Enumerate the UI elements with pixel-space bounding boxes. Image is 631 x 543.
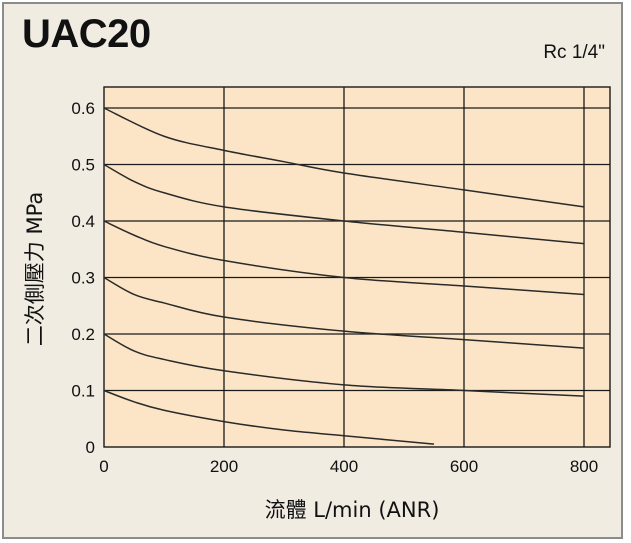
plot-background	[104, 87, 610, 447]
y-tick-label: 0.2	[71, 325, 95, 344]
plot-border	[103, 86, 611, 448]
y-tick-label: 0.4	[71, 212, 95, 231]
x-tick-label: 600	[450, 457, 478, 476]
y-tick-label: 0.1	[71, 382, 95, 401]
x-tick-label: 0	[99, 457, 108, 476]
y-tick-label: 0.5	[71, 156, 95, 175]
series-curve	[103, 107, 585, 208]
x-tick-label: 400	[330, 457, 358, 476]
y-tick-label: 0.6	[71, 99, 95, 118]
series-curve	[103, 333, 585, 397]
chart-title: UAC20	[22, 12, 151, 56]
series-curve	[103, 276, 585, 349]
x-axis-label: 流體 L/min (ANR)	[264, 498, 440, 522]
x-tick-label: 200	[210, 457, 238, 476]
x-tick-label: 800	[570, 457, 598, 476]
y-tick-label: 0	[86, 438, 95, 457]
y-tick-label: 0.3	[71, 269, 95, 288]
series-curve	[103, 220, 585, 296]
chart-subtitle: Rc 1/4"	[543, 42, 605, 63]
series-curve	[103, 163, 585, 245]
series-curve	[103, 389, 435, 445]
